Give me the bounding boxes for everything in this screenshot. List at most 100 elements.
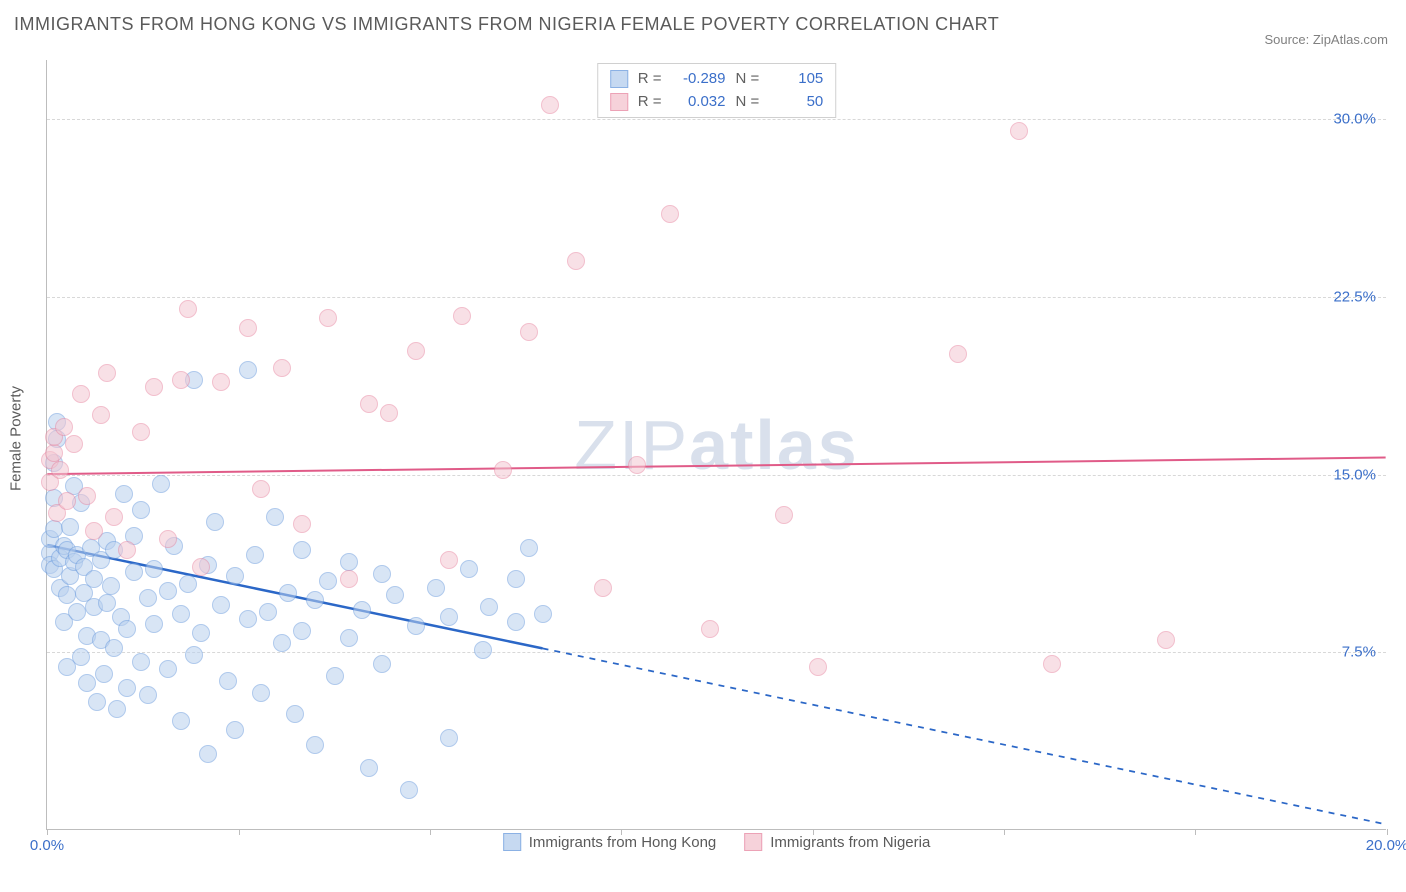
scatter-point-hk (400, 781, 418, 799)
scatter-point-ng (72, 385, 90, 403)
scatter-point-hk (226, 721, 244, 739)
legend-swatch-hk (503, 833, 521, 851)
scatter-point-hk (45, 520, 63, 538)
scatter-point-hk (105, 639, 123, 657)
scatter-point-hk (152, 475, 170, 493)
scatter-point-hk (279, 584, 297, 602)
scatter-point-hk (125, 563, 143, 581)
scatter-point-ng (65, 435, 83, 453)
n-label: N = (736, 91, 760, 114)
scatter-point-hk (293, 622, 311, 640)
scatter-point-hk (373, 655, 391, 673)
scatter-point-hk (427, 579, 445, 597)
scatter-point-hk (340, 629, 358, 647)
scatter-point-hk (252, 684, 270, 702)
watermark: ZIPatlas (574, 405, 858, 485)
stats-row-ng: R =0.032N =50 (610, 91, 824, 114)
scatter-point-hk (118, 620, 136, 638)
scatter-point-ng (92, 406, 110, 424)
scatter-point-hk (139, 686, 157, 704)
scatter-point-hk (460, 560, 478, 578)
scatter-point-ng (661, 205, 679, 223)
chart-title: IMMIGRANTS FROM HONG KONG VS IMMIGRANTS … (14, 14, 999, 35)
scatter-point-ng (628, 456, 646, 474)
scatter-point-ng (192, 558, 210, 576)
scatter-point-ng (340, 570, 358, 588)
scatter-point-ng (319, 309, 337, 327)
scatter-point-hk (68, 603, 86, 621)
scatter-point-ng (51, 461, 69, 479)
stats-row-hk: R =-0.289N =105 (610, 68, 824, 91)
scatter-point-hk (132, 501, 150, 519)
scatter-point-ng (809, 658, 827, 676)
scatter-point-hk (474, 641, 492, 659)
scatter-point-ng (239, 319, 257, 337)
n-label: N = (736, 68, 760, 91)
scatter-point-hk (407, 617, 425, 635)
scatter-point-hk (139, 589, 157, 607)
legend-item-hk: Immigrants from Hong Kong (503, 833, 717, 851)
scatter-point-hk (273, 634, 291, 652)
scatter-point-hk (293, 541, 311, 559)
scatter-point-hk (340, 553, 358, 571)
scatter-point-ng (440, 551, 458, 569)
x-tick-label: 20.0% (1366, 837, 1406, 854)
watermark-bold: atlas (689, 406, 859, 484)
scatter-point-hk (199, 745, 217, 763)
x-tick (1004, 829, 1005, 835)
scatter-point-ng (45, 444, 63, 462)
scatter-point-hk (179, 575, 197, 593)
scatter-point-ng (273, 359, 291, 377)
scatter-point-ng (407, 342, 425, 360)
y-tick-label: 30.0% (1333, 111, 1376, 128)
scatter-point-hk (306, 591, 324, 609)
source-attribution: Source: ZipAtlas.com (1264, 32, 1388, 47)
scatter-point-hk (534, 605, 552, 623)
scatter-point-ng (212, 373, 230, 391)
scatter-point-hk (85, 570, 103, 588)
scatter-point-ng (98, 364, 116, 382)
scatter-point-ng (55, 418, 73, 436)
gridline (47, 119, 1386, 120)
scatter-point-ng (118, 541, 136, 559)
scatter-point-hk (98, 594, 116, 612)
n-value-hk: 105 (769, 68, 823, 91)
scatter-point-hk (373, 565, 391, 583)
scatter-point-hk (319, 572, 337, 590)
scatter-point-ng (105, 508, 123, 526)
scatter-point-hk (192, 624, 210, 642)
scatter-point-hk (219, 672, 237, 690)
scatter-point-hk (440, 608, 458, 626)
trend-lines (47, 60, 1386, 829)
scatter-point-hk (239, 361, 257, 379)
y-tick-label: 7.5% (1342, 644, 1376, 661)
scatter-point-hk (226, 567, 244, 585)
scatter-point-hk (115, 485, 133, 503)
scatter-point-ng (145, 378, 163, 396)
scatter-point-hk (440, 729, 458, 747)
legend-swatch-ng (610, 93, 628, 111)
scatter-point-ng (949, 345, 967, 363)
scatter-point-ng (594, 579, 612, 597)
source-prefix: Source: (1264, 32, 1312, 47)
scatter-point-ng (541, 96, 559, 114)
scatter-point-hk (159, 660, 177, 678)
source-link[interactable]: ZipAtlas.com (1313, 32, 1388, 47)
y-tick-label: 15.0% (1333, 466, 1376, 483)
scatter-point-hk (259, 603, 277, 621)
plot-area: ZIPatlas 7.5%15.0%22.5%30.0% 0.0%20.0% R… (46, 60, 1386, 830)
x-tick (47, 829, 48, 835)
gridline (47, 297, 1386, 298)
scatter-point-hk (145, 615, 163, 633)
legend-swatch-hk (610, 70, 628, 88)
r-value-ng: 0.032 (672, 91, 726, 114)
scatter-point-hk (206, 513, 224, 531)
series-legend: Immigrants from Hong KongImmigrants from… (503, 833, 931, 851)
scatter-point-ng (58, 492, 76, 510)
scatter-point-hk (95, 665, 113, 683)
y-axis-label: Female Poverty (8, 386, 25, 491)
scatter-point-ng (1157, 631, 1175, 649)
gridline (47, 475, 1386, 476)
scatter-point-hk (326, 667, 344, 685)
x-tick-label: 0.0% (30, 837, 64, 854)
